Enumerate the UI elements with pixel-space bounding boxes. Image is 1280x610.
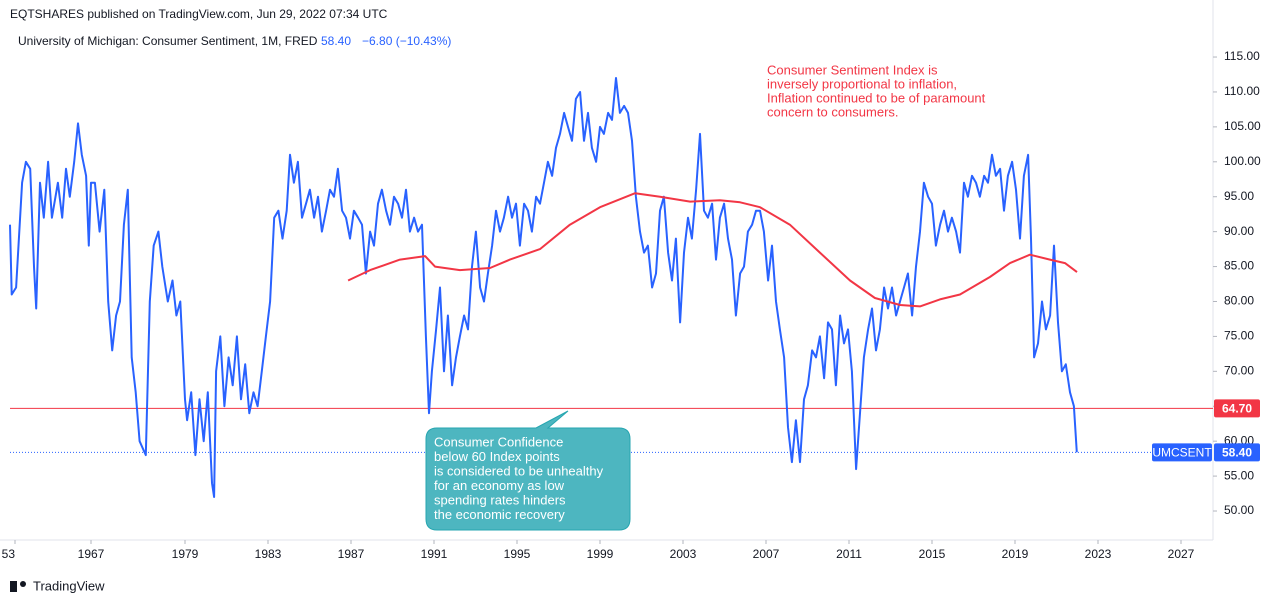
price-label-box xyxy=(1214,399,1260,418)
last-value-box xyxy=(1214,443,1260,462)
callout-text: the economic recovery xyxy=(434,507,565,522)
y-tick-label: 115.00 xyxy=(1224,49,1260,63)
callout-box xyxy=(425,410,631,531)
x-tick-label: 2027 xyxy=(1168,547,1195,561)
legend-title: University of Michigan: Consumer Sentime… xyxy=(18,34,318,48)
logo xyxy=(10,581,26,592)
y-tick-label: 85.00 xyxy=(1224,259,1254,273)
series-name-box xyxy=(1152,443,1212,462)
y-tick-label: 75.00 xyxy=(1224,329,1254,343)
callout-text: spending rates hinders xyxy=(434,492,566,507)
x-tick-label: 1979 xyxy=(172,547,199,561)
legend-last: 58.40 xyxy=(321,34,351,48)
series-name-label: UMCSENT xyxy=(1152,446,1212,460)
y-tick-label: 90.00 xyxy=(1224,224,1254,238)
annotation-text: Consumer Sentiment Index is xyxy=(767,62,938,77)
x-tick-label: 1999 xyxy=(587,547,614,561)
last-value-label: 58.40 xyxy=(1222,446,1252,460)
y-tick-label: 100.00 xyxy=(1224,154,1261,168)
series-line xyxy=(9,77,1078,498)
y-tick-label: 70.00 xyxy=(1224,363,1254,377)
y-tick-label: 50.00 xyxy=(1224,503,1254,517)
x-tick-label: 1967 xyxy=(78,547,105,561)
annotation-text: concern to consumers. xyxy=(767,104,899,119)
x-tick-label: 2019 xyxy=(1002,547,1029,561)
legend-change: −6.80 (−10.43%) xyxy=(362,34,451,48)
y-tick-label: 55.00 xyxy=(1224,468,1254,482)
x-tick-label: 2023 xyxy=(1085,547,1112,561)
x-tick-label: 2011 xyxy=(836,547,862,561)
callout-text: Consumer Confidence xyxy=(434,434,563,449)
annotation-text: Inflation continued to be of paramount xyxy=(767,90,986,105)
x-tick-label: 1983 xyxy=(255,547,282,561)
x-tick-label: 53 xyxy=(2,547,16,561)
header: EQTSHARES published on TradingView.com, … xyxy=(10,7,388,21)
y-tick-label: 105.00 xyxy=(1224,119,1261,133)
y-tick-label: 110.00 xyxy=(1224,84,1260,98)
x-tick-label: 2015 xyxy=(919,547,946,561)
y-tick-label: 80.00 xyxy=(1224,294,1254,308)
annotation-text: inversely proportional to inflation, xyxy=(767,76,957,91)
series-line xyxy=(347,192,1078,308)
callout-text: below 60 Index points xyxy=(434,449,560,464)
x-tick-label: 2003 xyxy=(670,547,697,561)
x-tick-label: 1995 xyxy=(504,547,531,561)
callout-text: is considered to be unhealthy xyxy=(434,463,604,478)
footer: TradingView xyxy=(33,578,105,593)
y-tick-label: 95.00 xyxy=(1224,189,1254,203)
price-label: 64.70 xyxy=(1222,402,1252,416)
x-tick-label: 1991 xyxy=(421,547,448,561)
x-tick-label: 2007 xyxy=(753,547,780,561)
callout-text: for an economy as low xyxy=(434,478,565,493)
x-tick-label: 1987 xyxy=(338,547,365,561)
